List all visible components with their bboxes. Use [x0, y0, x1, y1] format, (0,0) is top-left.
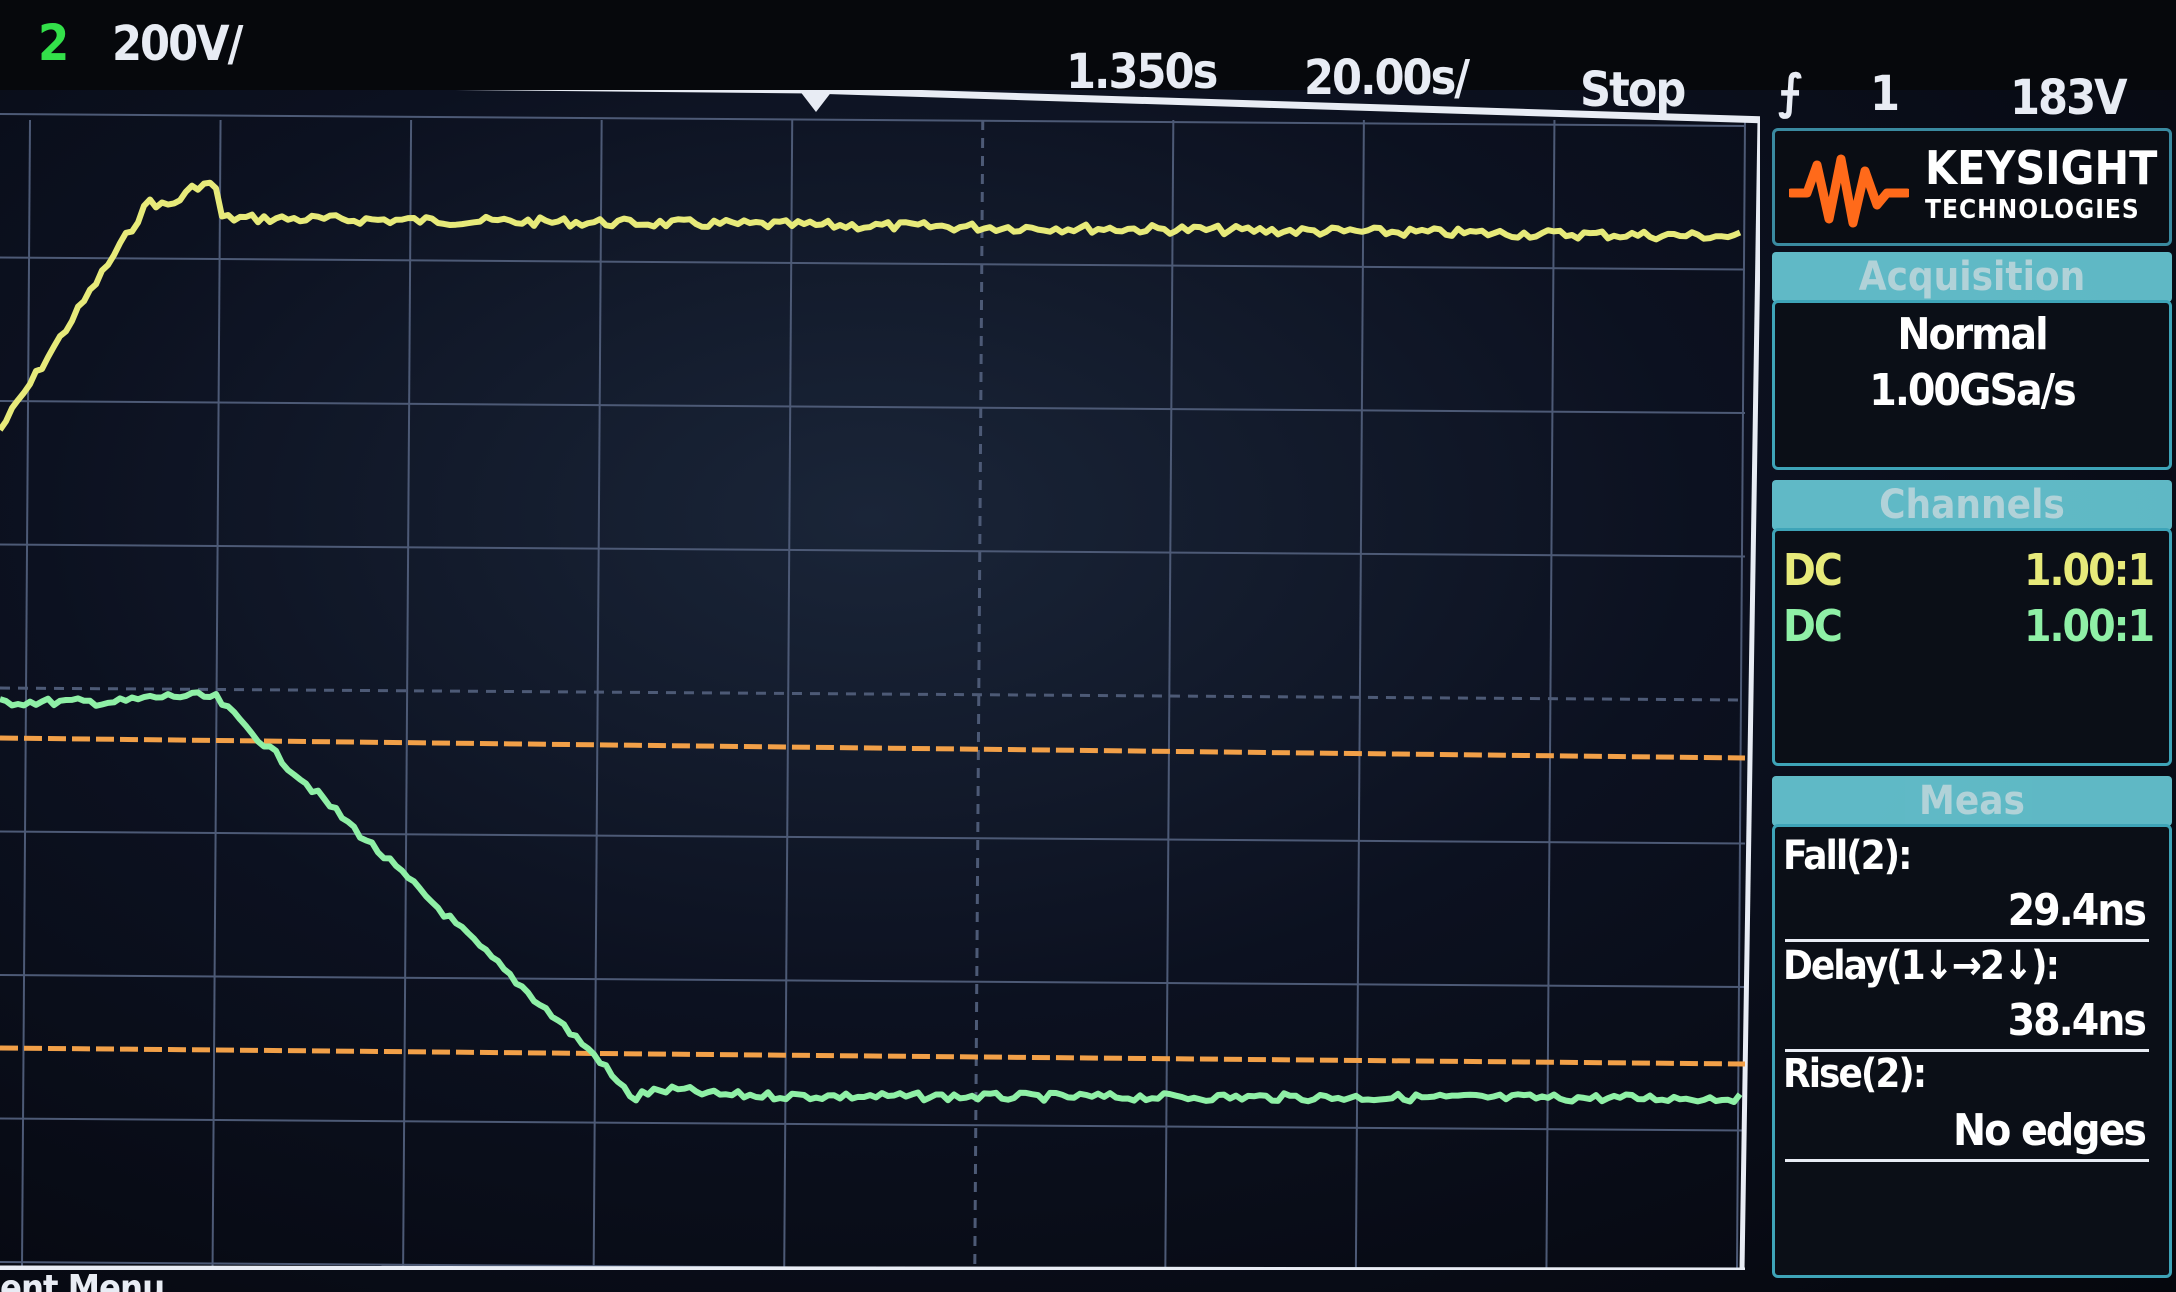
brand-name: KEYSIGHT: [1925, 141, 2158, 195]
grid-line-vertical: [1736, 119, 1746, 1269]
channel-1-trace[interactable]: [0, 179, 1742, 432]
brand-logo-box: KEYSIGHT TECHNOLOGIES: [1772, 128, 2172, 246]
trigger-source[interactable]: 1: [1870, 66, 1900, 122]
measurement-value: 29.4ns: [2007, 885, 2147, 936]
grid-line-horizontal: [0, 686, 1746, 702]
measurement-value: 38.4ns: [2007, 995, 2147, 1046]
grid-line-vertical: [21, 119, 31, 1269]
trigger-level[interactable]: 183V: [2010, 70, 2128, 126]
threshold-line-upper: [0, 735, 1746, 761]
measurement-divider: [1785, 1159, 2149, 1162]
measurement-value: No edges: [1952, 1105, 2147, 1156]
side-panel: KEYSIGHT TECHNOLOGIES Acquisition Normal…: [1762, 128, 2176, 1278]
acquisition-box[interactable]: Normal 1.00GSa/s: [1772, 300, 2172, 470]
measurement-divider: [1785, 1049, 2149, 1052]
acquisition-mode: Normal: [1897, 309, 2048, 360]
waveform-display[interactable]: [0, 90, 1760, 1270]
grid-line-vertical: [1164, 119, 1175, 1269]
grid-line-horizontal: [0, 974, 1746, 988]
channel-coupling: DC: [1783, 545, 1843, 596]
grid-line-vertical: [783, 119, 794, 1269]
display-frame-bottom: [0, 1265, 1746, 1270]
threshold-line-lower: [0, 1045, 1746, 1067]
channel-probe-ratio: 1.00:1: [2023, 545, 2155, 596]
grid-line-horizontal: [0, 113, 1746, 127]
trigger-delay[interactable]: 1.350s: [1066, 44, 1218, 100]
measurements-box[interactable]: Fall(2): 29.4ns Delay(1↓→2↓): 38.4ns Ris…: [1772, 824, 2172, 1278]
sample-rate: 1.00GSa/s: [1869, 365, 2076, 416]
acquisition-header[interactable]: Acquisition: [1772, 252, 2172, 302]
measurement-label: Delay(1↓→2↓):: [1783, 943, 2060, 989]
channel-scale[interactable]: 200V/: [112, 16, 243, 72]
channel-number[interactable]: 2: [38, 14, 69, 72]
channels-header[interactable]: Channels: [1772, 480, 2172, 530]
display-frame-top: [455, 90, 1760, 124]
grid-line-horizontal: [0, 256, 1746, 271]
channel-probe-ratio: 1.00:1: [2023, 601, 2155, 652]
grid-line-vertical: [592, 119, 603, 1269]
run-state[interactable]: Stop: [1580, 62, 1686, 118]
grid-line-horizontal: [0, 1117, 1746, 1132]
measurement-label: Fall(2):: [1783, 833, 1912, 879]
measurement-label: Rise(2):: [1783, 1051, 1927, 1097]
softkey-label[interactable]: ent Menu: [0, 1268, 165, 1292]
grid-line-vertical: [1545, 119, 1556, 1269]
measurement-divider: [1785, 939, 2149, 942]
brand-subtitle: TECHNOLOGIES: [1925, 195, 2140, 225]
grid-line-vertical: [1354, 119, 1365, 1269]
grid-line-vertical: [973, 119, 985, 1269]
status-bar: 2 200V/ 1.350s 20.00s/ Stop ⨍ 1 183V: [0, 0, 2176, 126]
measurements-header[interactable]: Meas: [1772, 776, 2172, 826]
graticule: [0, 113, 1746, 1270]
keysight-wave-icon: [1789, 154, 1909, 228]
trigger-position-marker[interactable]: [796, 90, 836, 112]
rising-edge-icon: ⨍: [1778, 64, 1802, 120]
channel-2-trace[interactable]: [0, 689, 1743, 1105]
grid-line-horizontal: [0, 830, 1746, 845]
channels-box[interactable]: DC 1.00:1 DC 1.00:1: [1772, 528, 2172, 766]
channel-coupling: DC: [1783, 601, 1843, 652]
grid-line-horizontal: [0, 543, 1746, 558]
waveform-canvas: [0, 90, 1760, 1270]
grid-line-horizontal: [0, 400, 1746, 414]
grid-line-vertical: [402, 119, 413, 1269]
timebase-scale[interactable]: 20.00s/: [1304, 50, 1470, 106]
display-frame-right: [1739, 119, 1760, 1270]
